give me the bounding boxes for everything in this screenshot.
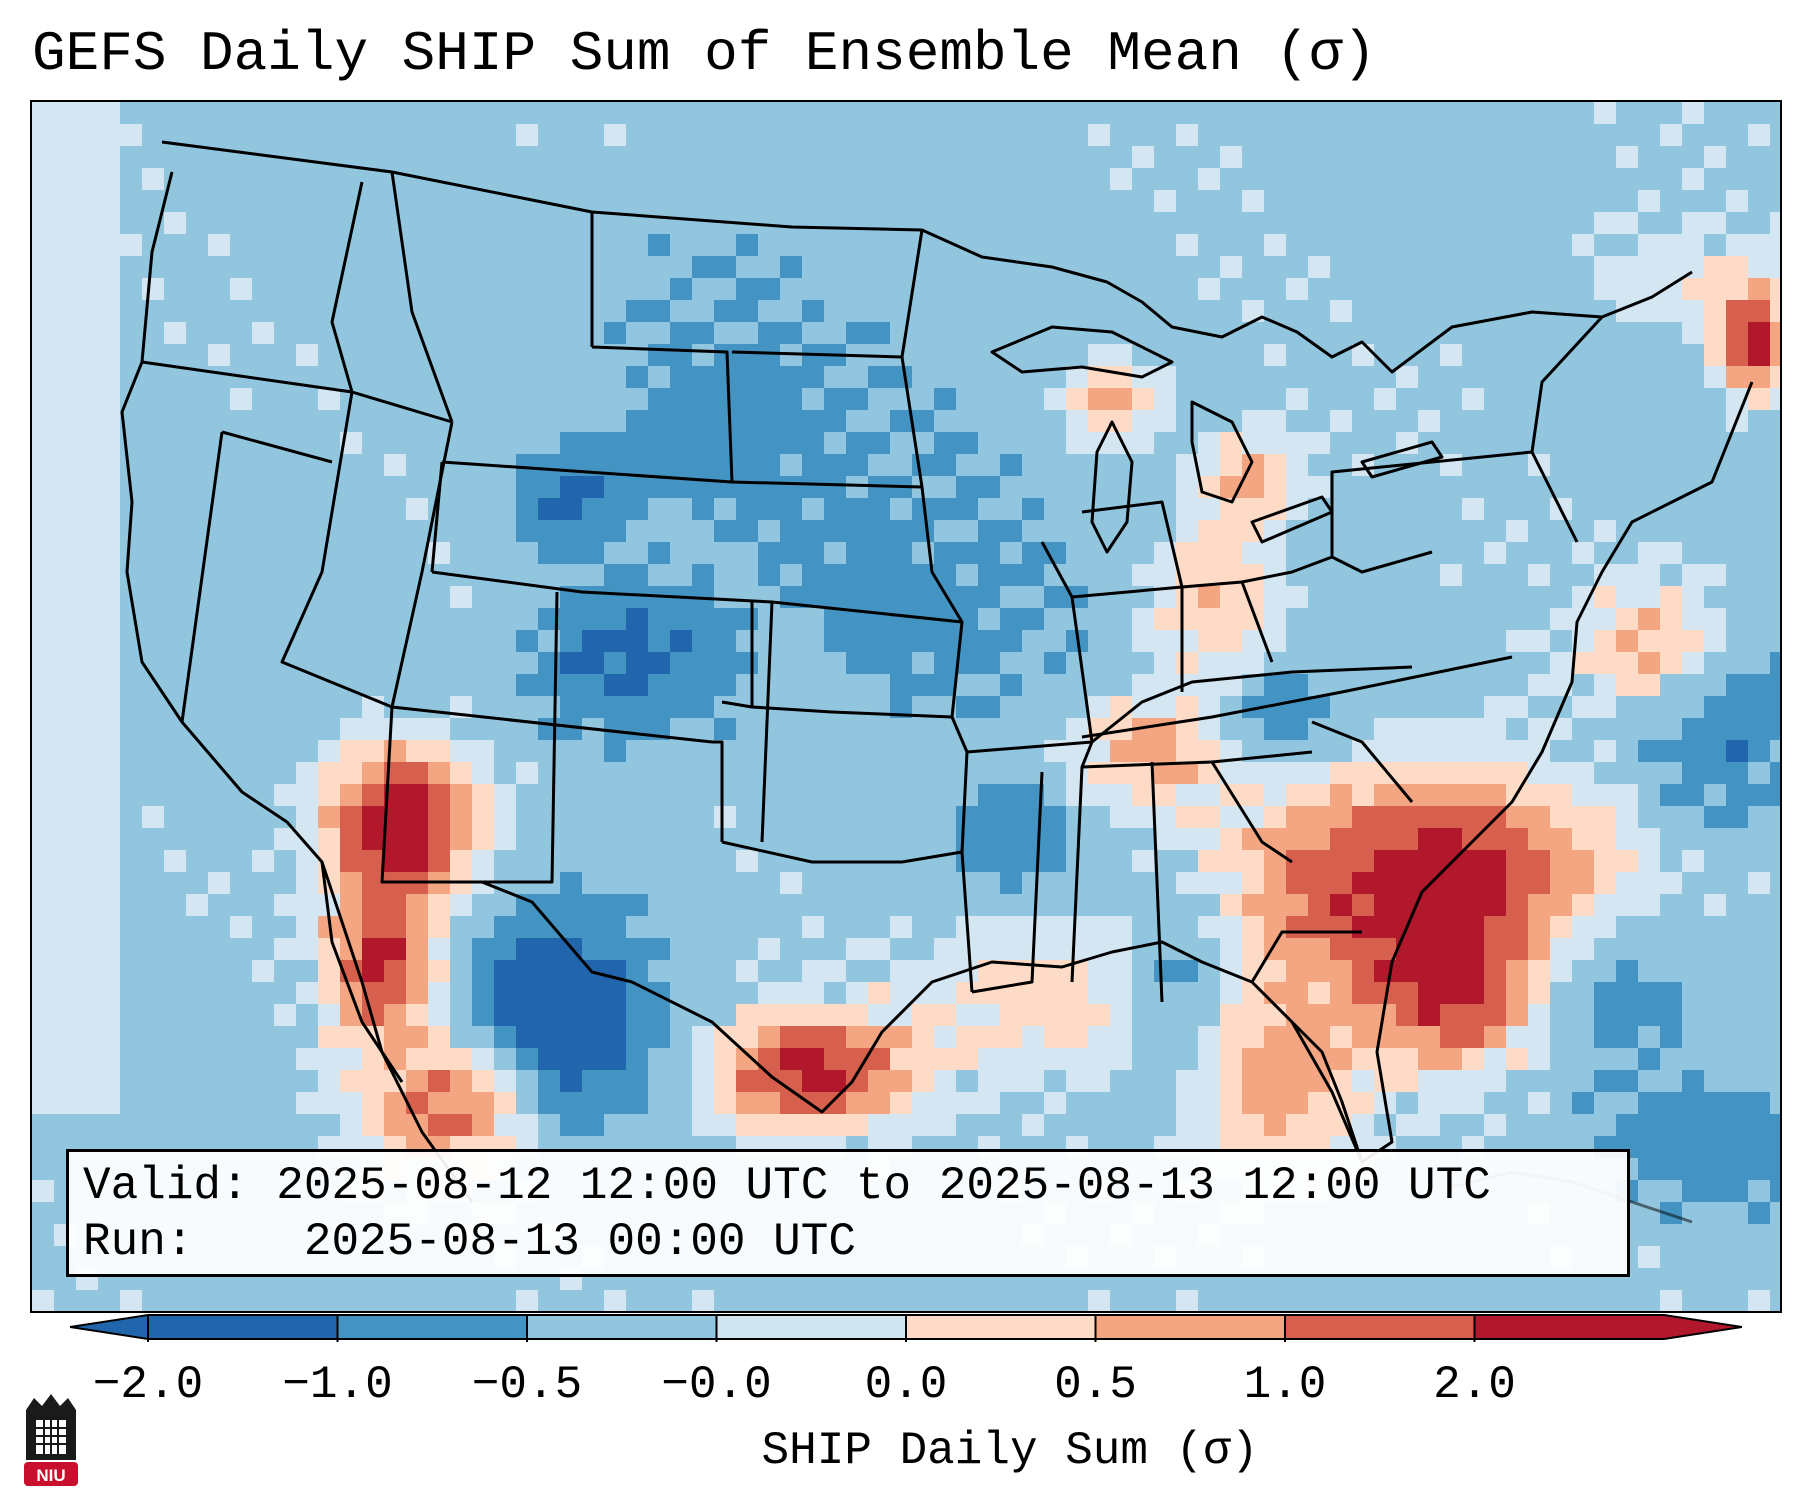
valid-time-range: 2025-08-12 12:00 UTC to 2025-08-13 12:00…: [276, 1160, 1491, 1212]
lake-michigan: [1090, 420, 1134, 554]
colorbar-extend-low: [70, 1315, 148, 1339]
colorbar-label: SHIP Daily Sum (σ): [761, 1425, 1259, 1477]
ship-anomaly-map[interactable]: [30, 100, 1782, 1313]
run-time: 2025-08-13 00:00 UTC: [303, 1216, 856, 1268]
anomaly-grid: [32, 102, 1780, 1311]
colorbar-segment: [1285, 1315, 1475, 1339]
canada-border: [161, 140, 1693, 374]
colorbar-extend-high: [1664, 1315, 1742, 1339]
florida: [1290, 1020, 1364, 1163]
colorbar-segment: [906, 1315, 1096, 1339]
lake-erie: [1250, 495, 1334, 544]
map-title: GEFS Daily SHIP Sum of Ensemble Mean (σ): [32, 22, 1377, 86]
colorbar-tick-label: −2.0: [92, 1359, 204, 1411]
colorbar-tick-label: −0.0: [661, 1359, 772, 1411]
pacific-coast: [120, 171, 474, 1203]
niu-logo: NIU: [24, 1394, 78, 1486]
colorbar-segment: [1095, 1315, 1286, 1339]
colorbar-segment: [716, 1315, 907, 1339]
run-label: Run:: [83, 1216, 194, 1268]
colorbar-tick-label: 0.5: [1054, 1359, 1137, 1411]
colorbar-segment: [527, 1315, 717, 1339]
colorbar-tick-label: −1.0: [282, 1359, 393, 1411]
svg-text:NIU: NIU: [36, 1466, 65, 1485]
valid-run-info-box: Valid: 2025-08-12 12:00 UTC to 2025-08-1…: [66, 1149, 1630, 1277]
colorbar-tick-label: 1.0: [1243, 1359, 1327, 1411]
colorbar-tick-label: 0.0: [864, 1359, 948, 1411]
colorbar: [70, 1314, 1742, 1342]
baja: [320, 861, 404, 1083]
lake-ontario: [1360, 440, 1444, 479]
colorbar-tick-label: 2.0: [1433, 1359, 1516, 1411]
lake-huron: [1190, 400, 1254, 504]
colorbar-tick-label: −0.5: [471, 1359, 583, 1411]
lake-superior: [990, 325, 1174, 379]
colorbar-segment: [148, 1315, 338, 1339]
colorbar-segment: [337, 1315, 528, 1339]
colorbar-segment: [1474, 1315, 1665, 1339]
valid-label: Valid:: [83, 1160, 249, 1212]
